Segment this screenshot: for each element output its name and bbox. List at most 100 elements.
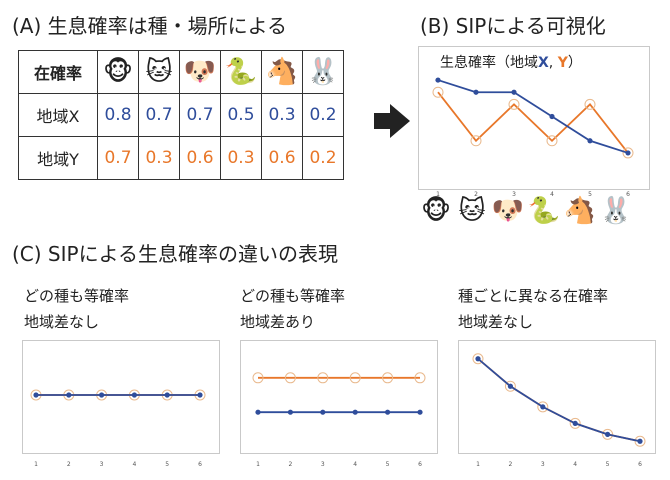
horse-icon: 🐴 (261, 50, 303, 94)
snake-icon: 🐍 (527, 196, 561, 226)
value-y-1: 0.7 (97, 136, 139, 180)
sip-chart-series-1-point (511, 89, 517, 95)
case-3-chart-x-tick-label: 5 (606, 461, 610, 468)
table-row-y: 地域Y 0.7 0.3 0.6 0.3 0.6 0.2 (18, 136, 344, 180)
case-2-chart-x-tick-label: 2 (288, 461, 292, 468)
case-2-chart-series-1-point (352, 409, 358, 415)
sip-chart-series-2-point (546, 135, 558, 147)
rabbit-icon: 🐰 (599, 196, 633, 226)
case-3-chart-x-tick-label: 3 (541, 461, 545, 468)
panel-c-title: (C) SIPによる生息確率の違いの表現 (12, 242, 338, 266)
case-1-line2: 地域差なし (24, 313, 100, 331)
case-3-chart-series-2-line (477, 358, 641, 443)
table-header-row: 在確率 🐵 🐱 🐶 🐍 🐴 🐰 (18, 50, 344, 94)
sip-chart-x-tick-label: 3 (512, 191, 516, 198)
dog-icon: 🐶 (491, 196, 525, 226)
case-2-chart-series-1-point (385, 409, 391, 415)
case-1-chart-series-1-point (66, 392, 72, 398)
sip-chart-series-1-point (435, 77, 441, 83)
value-y-5: 0.6 (261, 136, 303, 180)
case-1-chart-x-tick-label: 1 (34, 461, 38, 468)
sip-chart-series-2-point (432, 86, 444, 98)
right-arrow-icon (374, 113, 390, 129)
row-label-x: 地域X (18, 93, 98, 137)
case-3-chart-x-tick-label: 1 (476, 461, 480, 468)
case-3-chart-x-tick-label: 2 (508, 461, 512, 468)
case-2-chart-x-tick-label: 1 (256, 461, 260, 468)
case-3-chart-series-1-point (540, 404, 546, 410)
value-y-4: 0.3 (220, 136, 262, 180)
chart-title-sep: , (548, 55, 558, 71)
sip-chart-series-2-point (584, 98, 596, 110)
panel-b-title: (B) SIPによる可視化 (420, 14, 606, 38)
sip-chart-series-2-point (470, 135, 482, 147)
sip-chart-x-tick-label: 1 (436, 191, 440, 198)
rabbit-icon: 🐰 (302, 50, 344, 94)
case-3-line2: 地域差なし (458, 313, 534, 331)
case-1-chart-x-tick-label: 6 (198, 461, 202, 468)
case-2-line2: 地域差あり (240, 313, 316, 331)
right-arrow-head-icon (390, 104, 410, 138)
case-1-chart-x-tick-label: 3 (100, 461, 104, 468)
case-3-chart-x-tick-label: 4 (573, 461, 577, 468)
case-1-chart-series-1-point (33, 392, 39, 398)
value-x-1: 0.8 (97, 93, 139, 137)
sip-chart-x-tick-label: 4 (550, 191, 554, 198)
sip-chart-x-tick-label: 2 (474, 191, 478, 198)
case-3-chart-frame (458, 340, 656, 454)
chart-title-suffix: ） (567, 55, 582, 71)
value-x-3: 0.7 (179, 93, 221, 137)
sip-chart-icons: 🐵 🐱 🐶 🐍 🐴 🐰 (418, 196, 658, 226)
case-2-chart: 1 2 3 4 5 6 (252, 372, 426, 468)
value-x-2: 0.7 (138, 93, 180, 137)
case-1-chart-series-1-point (99, 392, 105, 398)
table-row-x: 地域X 0.8 0.7 0.7 0.5 0.3 0.2 (18, 93, 344, 137)
horse-icon: 🐴 (563, 196, 597, 226)
case-3-chart-series-2-point (634, 435, 646, 447)
sip-chart-series-2-point (508, 98, 520, 110)
panel-a-title: (A) 生息確率は種・場所による (12, 14, 288, 38)
case-2-chart-frame (240, 340, 438, 454)
case-1-chart-series-1-point (131, 392, 137, 398)
chart-title-prefix: 生息確率（地域 (440, 55, 538, 71)
case-2-line1: どの種も等確率 (240, 287, 346, 305)
sip-chart-series-1-point (473, 89, 479, 95)
case-3-chart-x-tick-label: 6 (638, 461, 642, 468)
cat-icon: 🐱 (458, 196, 486, 226)
case-2-chart-series-2-point (284, 372, 296, 384)
case-3-chart-series-1-point (637, 438, 643, 444)
case-2-chart-series-2-point (349, 372, 361, 384)
sip-chart-title: 生息確率（地域X, Y） (440, 52, 582, 72)
row-label-y: 地域Y (18, 136, 98, 180)
case-3-chart-series-2-point (569, 417, 581, 429)
case-2-chart-series-2-point (317, 372, 329, 384)
header-label: 在確率 (18, 50, 98, 94)
case-1-chart-x-tick-label: 4 (132, 461, 136, 468)
case-3-chart-series-1-point (507, 383, 513, 389)
case-2-chart-x-tick-label: 3 (321, 461, 325, 468)
monkey-icon: 🐵 (97, 50, 139, 94)
case-3-chart-series-1-point (605, 431, 611, 437)
case-3-chart-series-2-point (472, 353, 484, 365)
sip-chart-series-2-point (622, 147, 634, 159)
case-3-chart: 1 2 3 4 5 6 (472, 353, 646, 468)
sip-chart-x-tick-label: 6 (626, 191, 630, 198)
case-3-chart-series-1-point (475, 356, 481, 362)
value-x-4: 0.5 (220, 93, 262, 137)
case-3-line1: 種ごとに異なる在確率 (458, 287, 609, 305)
chart-title-x: X (538, 55, 549, 71)
case-2-chart-x-tick-label: 6 (418, 461, 422, 468)
case-1-chart-frame (22, 340, 220, 454)
case-1-chart-series-1-point (197, 392, 203, 398)
case-3-chart-series-1-point (572, 420, 578, 426)
sip-chart-x-tick-label: 5 (588, 191, 592, 198)
sip-chart-series-1-line (437, 79, 629, 154)
chart-title-y: Y (557, 55, 568, 71)
case-2-chart-series-1-point (287, 409, 293, 415)
sip-chart-series-2-line (437, 91, 629, 154)
dog-icon: 🐶 (179, 50, 221, 94)
cat-icon: 🐱 (138, 50, 180, 94)
value-x-6: 0.2 (302, 93, 344, 137)
value-y-2: 0.3 (138, 136, 180, 180)
sip-chart-series-1-point (625, 150, 631, 156)
